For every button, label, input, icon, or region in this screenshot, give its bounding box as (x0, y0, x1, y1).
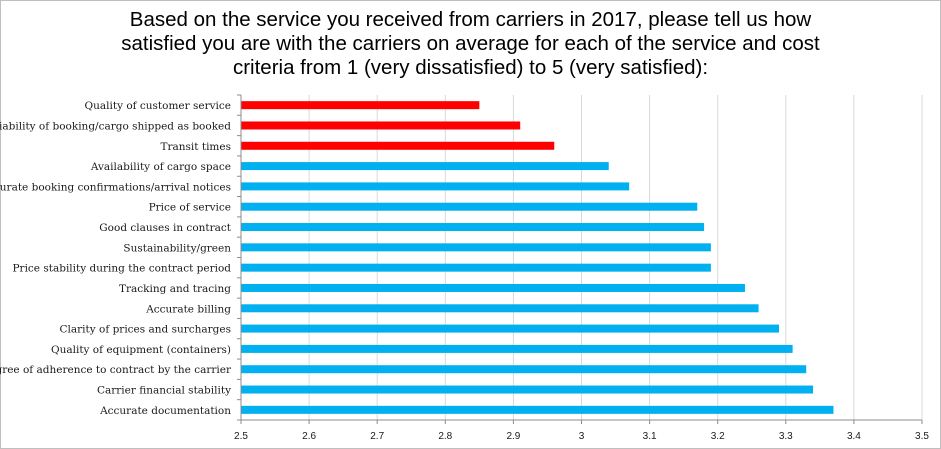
category-label: Price stability during the contract peri… (12, 263, 231, 275)
chart-title-line-1: Based on the service you received from c… (129, 8, 812, 31)
axes (237, 94, 923, 424)
x-tick-label: 2.6 (302, 431, 316, 442)
category-label: Tracking and tracing (119, 283, 231, 295)
category-label: Quality of customer service (85, 100, 232, 112)
x-tick-label: 2.9 (506, 431, 520, 442)
x-tick-label: 3 (579, 431, 585, 442)
bar (241, 243, 711, 252)
bar (241, 202, 698, 211)
category-label: Availability of cargo space (90, 161, 231, 173)
bar (241, 344, 793, 353)
category-label: Transit times (161, 141, 232, 153)
bar (241, 141, 555, 150)
category-label: Price of service (149, 202, 231, 214)
bar (241, 121, 521, 130)
category-label: Sustainability/green (123, 242, 231, 254)
category-label: Reliability of booking/cargo shipped as … (0, 120, 231, 132)
chart-title: Based on the service you received from c… (40, 8, 901, 80)
category-label: Clarity of prices and surcharges (60, 324, 231, 336)
x-tick-label: 2.8 (438, 431, 452, 442)
category-label: Accurate booking confirmations/arrival n… (0, 181, 231, 193)
bar (241, 162, 609, 171)
bar (241, 101, 480, 110)
x-tick-label: 3.1 (643, 431, 657, 442)
x-tick-label: 3.2 (711, 431, 725, 442)
bar (241, 385, 814, 394)
bar (241, 223, 705, 232)
category-label: Accurate billing (145, 303, 231, 315)
category-labels: Quality of customer service Reliability o… (0, 100, 232, 417)
bar (241, 405, 834, 414)
bar (241, 182, 630, 191)
category-label: Quality of equipment (containers) (51, 344, 231, 356)
bar (241, 263, 711, 272)
category-label: Accurate documentation (99, 405, 231, 417)
bar (241, 324, 779, 333)
bar (241, 365, 807, 374)
x-tick-label: 3.4 (847, 431, 861, 442)
category-label: Carrier financial stability (97, 385, 231, 397)
x-tick-labels: 2.5 2.6 2.7 2.8 2.9 3 3.1 3.2 3.3 3.4 3.5 (234, 431, 929, 442)
category-label: Good clauses in contract (99, 222, 231, 234)
bars (241, 101, 834, 414)
x-tick-label: 3.5 (915, 431, 929, 442)
x-tick-label: 2.5 (234, 431, 248, 442)
x-tick-label: 3.3 (779, 431, 793, 442)
chart-title-line-2: satisfied you are with the carriers on a… (121, 32, 820, 55)
bar (241, 283, 745, 292)
category-label: Degree of adherence to contract by the c… (0, 364, 232, 376)
x-tick-label: 2.7 (370, 431, 384, 442)
bar (241, 304, 759, 313)
chart-title-line-3: criteria from 1 (very dissatisfied) to 5… (232, 56, 709, 79)
